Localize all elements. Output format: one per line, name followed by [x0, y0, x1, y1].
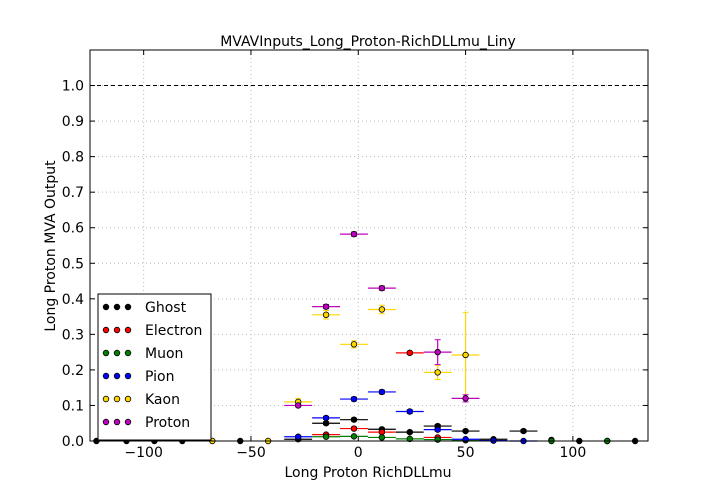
proton-point: [378, 284, 386, 292]
legend-label-kaon: Kaon: [145, 392, 180, 408]
legend-marker-pion: [124, 372, 132, 380]
x-tick-label: 50: [457, 445, 475, 461]
ghost-point: [350, 416, 358, 423]
legend-label-ghost: Ghost: [145, 300, 187, 316]
legend-marker-ghost: [124, 303, 132, 311]
proton-point: [322, 303, 330, 310]
muon-point: [322, 433, 330, 440]
x-axis-title: Long Proton RichDLLmu: [285, 465, 452, 481]
pion-point: [434, 426, 441, 433]
series-proton: [284, 230, 480, 409]
y-tick-label: 1.0: [62, 79, 84, 95]
y-tick-label: 0.0: [62, 434, 84, 450]
pion-point: [350, 395, 358, 403]
electron-point: [350, 425, 358, 432]
pion-point: [378, 388, 386, 396]
legend-box: [97, 293, 212, 441]
x-tick-label: 100: [560, 445, 587, 461]
kaon-point: [462, 351, 469, 359]
legend-label-muon: Muon: [145, 346, 183, 362]
legend-marker-kaon: [113, 395, 121, 403]
ghost-point: [520, 427, 527, 435]
legend-marker-electron: [102, 326, 110, 334]
proton-point: [462, 395, 469, 402]
legend-marker-electron: [113, 326, 121, 334]
axis-ticks: −100 −50 0 50 100 0.0 0.1 0.2 0.3 0.4 0.5 0.6 0.7 0.8…: [62, 50, 648, 461]
legend-marker-pion: [113, 372, 121, 380]
muon-point: [434, 436, 441, 443]
legend-marker-ghost: [113, 303, 121, 311]
pion-point: [406, 408, 413, 415]
legend-marker-kaon: [124, 395, 132, 403]
kaon-point: [378, 306, 386, 313]
y-tick-label: 0.9: [62, 114, 84, 130]
legend-marker-kaon: [102, 395, 110, 403]
x-tick-label: 0: [354, 445, 363, 461]
y-tick-label: 0.2: [62, 363, 84, 379]
y-tick-label: 0.8: [62, 150, 84, 166]
legend-marker-muon: [102, 349, 110, 357]
legend-label-electron: Electron: [145, 323, 202, 339]
legend-marker-muon: [113, 349, 121, 357]
proton-point: [434, 348, 441, 356]
y-axis-title: Long Proton MVA Output: [43, 160, 59, 332]
x-tick-label: −100: [124, 445, 162, 461]
pion-point: [294, 433, 302, 440]
proton-point: [294, 402, 302, 409]
kaon-point: [350, 341, 358, 348]
y-tick-label: 0.5: [62, 256, 84, 272]
proton-point: [350, 230, 358, 238]
y-tick-label: 0.4: [62, 292, 84, 308]
y-tick-label: 0.3: [62, 327, 84, 343]
y-tick-label: 0.6: [62, 221, 84, 237]
chart-title: MVAVInputs_Long_Proton-RichDLLmu_Liny: [220, 34, 516, 50]
legend-marker-proton: [124, 418, 132, 426]
pion-point: [322, 414, 330, 422]
ghost-point: [406, 428, 413, 436]
legend-label-proton: Proton: [145, 415, 190, 431]
x-tick-label: −50: [236, 445, 266, 461]
plot-frame: [89, 49, 649, 442]
y-tick-label: 0.1: [62, 398, 84, 414]
legend-marker-proton: [102, 418, 110, 426]
electron-point: [378, 428, 386, 436]
y-tick-label: 0.7: [62, 185, 84, 201]
legend-label-pion: Pion: [145, 369, 174, 385]
ghost-point: [322, 420, 330, 427]
legend-marker-proton: [113, 418, 121, 426]
muon-point: [378, 434, 386, 441]
legend-marker-electron: [124, 326, 132, 334]
electron-point: [406, 349, 413, 357]
legend-marker-ghost: [102, 303, 110, 311]
legend-marker-muon: [124, 349, 132, 357]
ghost-point: [462, 427, 469, 435]
muon-point: [350, 433, 358, 440]
kaon-point: [322, 311, 330, 319]
kaon-point: [434, 369, 441, 376]
muon-point: [406, 435, 413, 443]
legend-marker-pion: [102, 372, 110, 380]
legend: Ghost Electron Muon Pion Kaon Proton: [97, 293, 212, 441]
